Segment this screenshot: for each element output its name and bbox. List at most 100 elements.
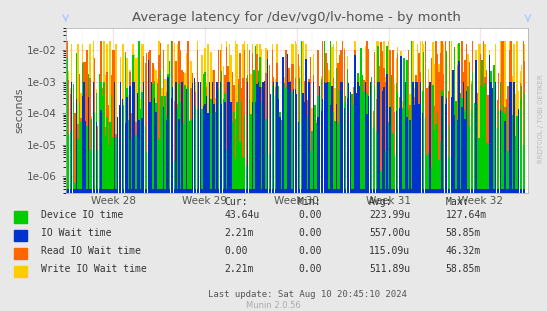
Bar [447,189,449,193]
Bar [161,106,163,193]
Bar [394,84,395,193]
Text: 0.00: 0.00 [298,210,322,220]
Bar [489,61,490,193]
Bar [445,40,446,193]
Bar [512,147,513,193]
Bar [406,60,408,193]
Bar [123,140,125,193]
Bar [521,86,522,193]
Bar [350,137,351,193]
Bar [510,40,511,193]
Bar [374,87,375,193]
Bar [347,103,348,193]
Bar [376,132,377,193]
Bar [157,189,158,193]
Bar [166,79,167,193]
Bar [150,93,152,193]
Bar [373,189,374,193]
Bar [311,108,313,193]
Bar [458,61,459,193]
Bar [247,75,248,193]
Bar [481,113,482,193]
Bar [495,81,497,193]
Bar [137,57,138,193]
Bar [373,127,374,193]
Bar [119,136,120,193]
Bar [90,150,91,193]
Bar [108,189,109,193]
Bar [230,146,231,193]
Bar [102,189,103,193]
Bar [261,87,262,193]
Bar [319,134,321,193]
Bar [263,154,264,193]
Bar [73,109,74,193]
Bar [154,81,155,193]
Bar [207,126,208,193]
Bar [71,81,72,193]
Bar [468,108,469,193]
Bar [80,93,82,193]
Bar [365,81,366,193]
Bar [227,81,229,193]
Bar [301,96,302,193]
Bar [457,65,458,193]
Bar [498,189,499,193]
Bar [461,62,463,193]
Bar [391,99,392,193]
Bar [276,44,277,193]
Bar [434,130,435,193]
Bar [258,81,259,193]
Bar [188,41,189,193]
Bar [432,85,434,193]
Text: 223.99u: 223.99u [369,210,410,220]
Bar [69,94,71,193]
Text: 115.09u: 115.09u [369,246,410,256]
Bar [411,40,412,193]
Bar [287,128,288,193]
Bar [446,98,447,193]
Bar [305,44,307,193]
Bar [189,189,190,193]
Bar [102,88,103,193]
Bar [126,88,127,193]
Bar [377,78,379,193]
Bar [135,58,137,193]
Bar [112,50,114,193]
Bar [163,73,164,193]
Bar [90,44,91,193]
Text: Write IO Wait time: Write IO Wait time [41,264,147,274]
Bar [469,62,470,193]
Bar [155,112,156,193]
Bar [405,96,406,193]
Bar [204,122,206,193]
Bar [424,189,426,193]
Bar [175,130,177,193]
Bar [79,74,80,193]
Bar [293,89,294,193]
Bar [112,189,114,193]
Bar [138,41,140,193]
Bar [282,117,284,193]
Bar [507,189,509,193]
Bar [316,123,317,193]
Bar [491,71,492,193]
Bar [75,53,77,193]
Bar [158,55,160,193]
Bar [319,101,321,193]
Bar [412,81,414,193]
Bar [345,189,346,193]
Bar [302,40,304,193]
Bar [520,189,521,193]
Bar [227,100,229,193]
Bar [92,81,94,193]
Bar [440,142,441,193]
Bar [166,116,167,193]
Bar [129,70,131,193]
Bar [279,112,281,193]
Bar [340,124,342,193]
Bar [347,56,348,193]
Bar [265,189,267,193]
Bar [334,163,336,193]
Bar [92,143,94,193]
